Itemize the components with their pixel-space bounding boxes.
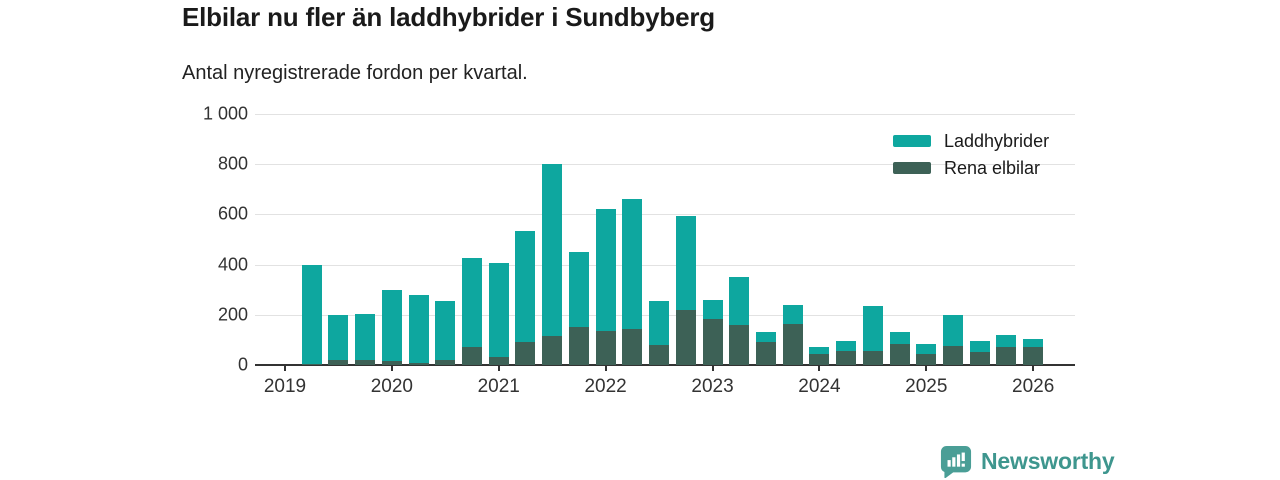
x-axis-tick: [604, 365, 607, 371]
bar-segment-rena-elbilar: [729, 324, 750, 365]
x-axis-label: 2021: [477, 376, 520, 397]
bar-segment-laddhybrider: [755, 332, 776, 343]
legend-swatch-icon: [893, 162, 931, 174]
bar-segment-rena-elbilar: [996, 347, 1017, 365]
x-axis-tick: [818, 365, 821, 371]
x-axis-tick: [1032, 365, 1035, 371]
newsworthy-logo-icon: [940, 445, 972, 478]
bar-segment-rena-elbilar: [301, 363, 322, 365]
bar-segment-laddhybrider: [702, 299, 723, 319]
bar-segment-rena-elbilar: [542, 336, 563, 365]
bar-segment-rena-elbilar: [782, 323, 803, 365]
legend-label: Rena elbilar: [944, 157, 1041, 178]
chart-subtitle: Antal nyregistrerade fordon per kvartal.: [182, 62, 528, 84]
x-axis-tick: [497, 365, 500, 371]
bar-segment-laddhybrider: [408, 294, 429, 363]
bar-segment-rena-elbilar: [916, 353, 937, 365]
bar-segment-rena-elbilar: [595, 331, 616, 365]
newsworthy-logo-text: Newsworthy: [981, 448, 1115, 474]
y-axis-label: 0: [237, 354, 248, 375]
bar-segment-rena-elbilar: [649, 344, 670, 365]
bar-segment-rena-elbilar: [809, 353, 830, 365]
bar-segment-rena-elbilar: [755, 342, 776, 365]
bar-segment-rena-elbilar: [462, 347, 483, 365]
bar-segment-rena-elbilar: [862, 351, 883, 365]
bar-segment-laddhybrider: [488, 263, 509, 358]
bar-segment-laddhybrider: [381, 289, 402, 362]
bar-segment-rena-elbilar: [943, 346, 963, 365]
bar-segment-rena-elbilar: [969, 352, 990, 365]
bar-segment-rena-elbilar: [381, 361, 402, 365]
bar-segment-laddhybrider: [675, 215, 696, 310]
y-axis-label: 400: [217, 254, 248, 275]
footer-brand: Newsworthy: [940, 445, 1115, 478]
x-axis-label: 2022: [584, 376, 627, 397]
bar-segment-laddhybrider: [1023, 338, 1044, 348]
y-axis-label: 1 000: [202, 103, 248, 124]
legend: Laddhybrider Rena elbilar: [893, 130, 1049, 184]
y-axis-label: 800: [217, 153, 248, 174]
bar-segment-laddhybrider: [622, 199, 643, 329]
chart-title: Elbilar nu fler än laddhybrider i Sundby…: [182, 2, 715, 32]
x-axis-label: 2020: [370, 376, 414, 397]
bar-segment-laddhybrider: [649, 301, 670, 345]
gridline-1000: [255, 114, 1075, 115]
legend-item: Laddhybrider: [893, 130, 1049, 152]
bar-segment-rena-elbilar: [328, 359, 349, 365]
bar-segment-laddhybrider: [729, 277, 750, 325]
x-axis-line: [255, 364, 1075, 366]
legend-swatch-icon: [893, 135, 931, 147]
bar-segment-laddhybrider: [462, 258, 483, 348]
gridline-400: [255, 264, 1075, 266]
bar-segment-rena-elbilar: [408, 362, 429, 365]
bar-segment-rena-elbilar: [675, 309, 696, 365]
bar-segment-laddhybrider: [836, 341, 857, 352]
x-axis-tick: [925, 365, 928, 371]
y-axis-label: 600: [217, 203, 248, 224]
x-axis-tick: [711, 365, 714, 371]
bar-segment-rena-elbilar: [515, 342, 536, 365]
bar-segment-laddhybrider: [782, 304, 803, 324]
bar-segment-laddhybrider: [889, 332, 910, 344]
bar-segment-rena-elbilar: [836, 351, 857, 365]
bar-segment-laddhybrider: [862, 306, 883, 352]
bar-segment-laddhybrider: [328, 314, 349, 360]
x-axis-label: 2025: [905, 376, 948, 397]
bar-segment-laddhybrider: [301, 264, 322, 364]
bar-segment-rena-elbilar: [622, 328, 643, 365]
bar-segment-laddhybrider: [542, 164, 563, 337]
bar-segment-laddhybrider: [355, 313, 376, 360]
bar-segment-rena-elbilar: [889, 343, 910, 365]
plot-area: 0 200 400 600 800 1 000 2019 2020 2021 2022 2023 20…: [203, 104, 1075, 397]
gridline-800: [255, 164, 1075, 166]
bar-segment-laddhybrider: [943, 314, 963, 347]
bar-segment-rena-elbilar: [488, 357, 509, 365]
bar-segment-laddhybrider: [568, 252, 589, 328]
bar-segment-rena-elbilar: [1023, 347, 1044, 365]
y-axis-label: 200: [217, 304, 248, 325]
bar-segment-laddhybrider: [809, 347, 830, 354]
x-axis-label: 2023: [691, 376, 734, 397]
bar-segment-laddhybrider: [595, 209, 616, 332]
legend-label: Laddhybrider: [944, 130, 1050, 151]
gridline-600: [255, 214, 1075, 216]
x-axis-label: 2026: [1012, 376, 1055, 397]
bar-segment-laddhybrider: [916, 343, 937, 354]
bar-segment-laddhybrider: [515, 230, 536, 343]
bar-segment-laddhybrider: [969, 341, 990, 353]
bar-segment-rena-elbilar: [568, 327, 589, 365]
bar-segment-laddhybrider: [996, 334, 1017, 348]
x-axis-tick: [284, 365, 286, 371]
bar-segment-rena-elbilar: [435, 359, 456, 365]
x-axis-label: 2019: [263, 376, 307, 397]
x-axis-tick: [390, 365, 393, 371]
bar-segment-rena-elbilar: [355, 359, 376, 365]
x-axis-label: 2024: [798, 376, 841, 397]
legend-item: Rena elbilar: [893, 157, 1049, 179]
bar-segment-rena-elbilar: [702, 318, 723, 365]
bar-segment-laddhybrider: [435, 301, 456, 360]
